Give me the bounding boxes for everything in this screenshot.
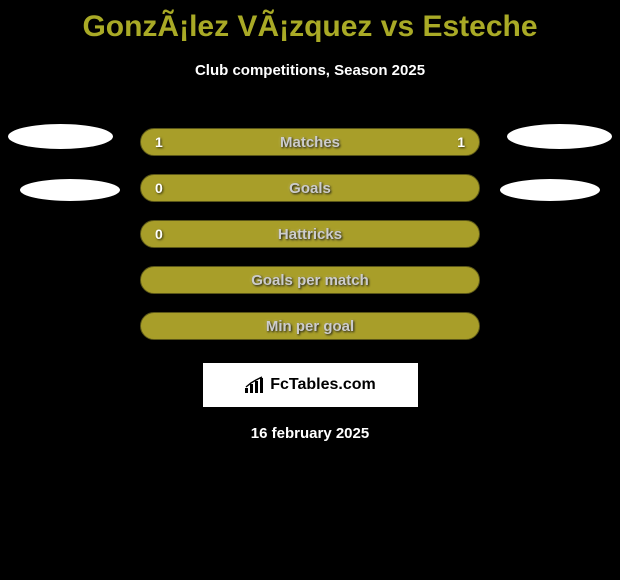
stat-label: Goals per match [251, 272, 369, 289]
stat-row-matches: 1 Matches 1 [0, 119, 620, 165]
stat-label: Hattricks [278, 226, 342, 243]
date-text: 16 february 2025 [0, 425, 620, 442]
logo-text: FcTables.com [270, 376, 376, 394]
stat-bar: Min per goal [140, 312, 480, 340]
stat-value-left: 0 [155, 226, 163, 242]
page-title: GonzÃ¡lez VÃ¡zquez vs Esteche [0, 0, 620, 44]
stat-bar: 0 Goals [140, 174, 480, 202]
stat-label: Min per goal [266, 318, 354, 335]
stat-bar: Goals per match [140, 266, 480, 294]
stat-row-hattricks: 0 Hattricks [0, 211, 620, 257]
stat-label: Matches [280, 134, 340, 151]
stat-row-goals: 0 Goals [0, 165, 620, 211]
stat-value-left: 1 [155, 134, 163, 150]
chart-icon [244, 376, 266, 394]
stat-row-min-per-goal: Min per goal [0, 303, 620, 349]
stat-row-goals-per-match: Goals per match [0, 257, 620, 303]
stat-bar: 1 Matches 1 [140, 128, 480, 156]
stat-value-right: 1 [457, 134, 465, 150]
stat-value-left: 0 [155, 180, 163, 196]
page-subtitle: Club competitions, Season 2025 [0, 62, 620, 79]
stat-label: Goals [289, 180, 331, 197]
logo: FcTables.com [244, 376, 376, 394]
stat-bar: 0 Hattricks [140, 220, 480, 248]
logo-box: FcTables.com [203, 363, 418, 407]
